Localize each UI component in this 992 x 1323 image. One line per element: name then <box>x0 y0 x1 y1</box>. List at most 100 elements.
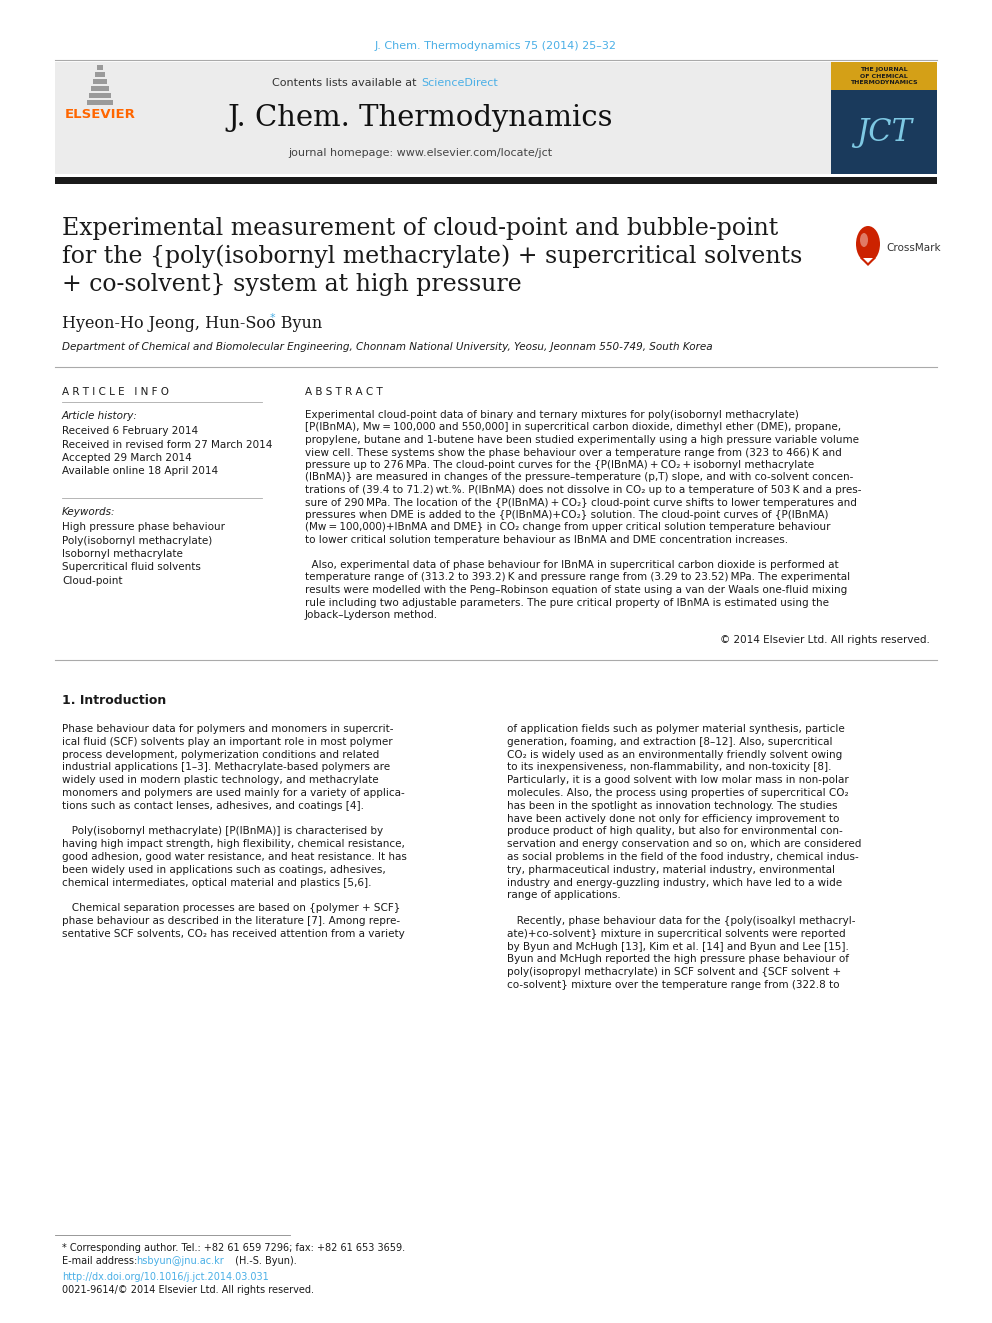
Text: Accepted 29 March 2014: Accepted 29 March 2014 <box>62 452 191 463</box>
Text: try, pharmaceutical industry, material industry, environmental: try, pharmaceutical industry, material i… <box>507 865 835 875</box>
Text: *: * <box>270 314 276 323</box>
Text: 0021-9614/© 2014 Elsevier Ltd. All rights reserved.: 0021-9614/© 2014 Elsevier Ltd. All right… <box>62 1285 314 1295</box>
Text: J. Chem. Thermodynamics 75 (2014) 25–32: J. Chem. Thermodynamics 75 (2014) 25–32 <box>375 41 617 52</box>
Polygon shape <box>863 258 873 263</box>
Text: industrial applications [1–3]. Methacrylate-based polymers are: industrial applications [1–3]. Methacryl… <box>62 762 390 773</box>
Text: Byun and McHugh reported the high pressure phase behaviour of: Byun and McHugh reported the high pressu… <box>507 954 849 964</box>
Text: having high impact strength, high flexibility, chemical resistance,: having high impact strength, high flexib… <box>62 839 405 849</box>
Text: J. Chem. Thermodynamics: J. Chem. Thermodynamics <box>227 105 613 132</box>
Text: Phase behaviour data for polymers and monomers in supercrit-: Phase behaviour data for polymers and mo… <box>62 724 394 734</box>
Bar <box>831 62 937 175</box>
Text: Chemical separation processes are based on {polymer + SCF}: Chemical separation processes are based … <box>62 904 401 913</box>
Text: generation, foaming, and extraction [8–12]. Also, supercritical: generation, foaming, and extraction [8–1… <box>507 737 832 746</box>
Ellipse shape <box>856 226 880 262</box>
Text: rule including two adjustable parameters. The pure critical property of IBnMA is: rule including two adjustable parameters… <box>305 598 829 607</box>
Text: Received in revised form 27 March 2014: Received in revised form 27 March 2014 <box>62 439 273 450</box>
Text: to lower critical solution temperature behaviour as IBnMA and DME concentration : to lower critical solution temperature b… <box>305 534 788 545</box>
Text: servation and energy conservation and so on, which are considered: servation and energy conservation and so… <box>507 839 861 849</box>
Text: of application fields such as polymer material synthesis, particle: of application fields such as polymer ma… <box>507 724 845 734</box>
Polygon shape <box>860 258 876 266</box>
Text: pressure up to 276 MPa. The cloud-point curves for the {P(IBnMA) + CO₂ + isoborn: pressure up to 276 MPa. The cloud-point … <box>305 460 814 470</box>
Text: widely used in modern plastic technology, and methacrylate: widely used in modern plastic technology… <box>62 775 379 785</box>
Text: Cloud-point: Cloud-point <box>62 576 122 586</box>
Text: Also, experimental data of phase behaviour for IBnMA in supercritical carbon dio: Also, experimental data of phase behavio… <box>305 560 838 570</box>
Text: (H.-S. Byun).: (H.-S. Byun). <box>232 1256 297 1266</box>
Text: been widely used in applications such as coatings, adhesives,: been widely used in applications such as… <box>62 865 386 875</box>
Text: poly(isopropyl methacrylate) in SCF solvent and {SCF solvent +: poly(isopropyl methacrylate) in SCF solv… <box>507 967 841 978</box>
Text: co-solvent} mixture over the temperature range from (322.8 to: co-solvent} mixture over the temperature… <box>507 980 839 990</box>
Text: Poly(isobornyl methacrylate) [P(IBnMA)] is characterised by: Poly(isobornyl methacrylate) [P(IBnMA)] … <box>62 827 383 836</box>
Text: sure of 290 MPa. The location of the {P(IBnMA) + CO₂} cloud-point curve shifts t: sure of 290 MPa. The location of the {P(… <box>305 497 857 508</box>
Text: by Byun and McHugh [13], Kim et al. [14] and Byun and Lee [15].: by Byun and McHugh [13], Kim et al. [14]… <box>507 942 849 951</box>
Text: have been actively done not only for efficiency improvement to: have been actively done not only for eff… <box>507 814 839 824</box>
Text: Recently, phase behaviour data for the {poly(isoalkyl methacryl-: Recently, phase behaviour data for the {… <box>507 916 855 926</box>
Text: temperature range of (313.2 to 393.2) K and pressure range from (3.29 to 23.52) : temperature range of (313.2 to 393.2) K … <box>305 573 850 582</box>
Text: process development, polymerization conditions and related: process development, polymerization cond… <box>62 750 379 759</box>
Text: Keywords:: Keywords: <box>62 507 115 517</box>
Text: Article history:: Article history: <box>62 411 138 421</box>
Text: ate)+co-solvent} mixture in supercritical solvents were reported: ate)+co-solvent} mixture in supercritica… <box>507 929 845 939</box>
Bar <box>55 177 937 184</box>
Text: results were modelled with the Peng–Robinson equation of state using a van der W: results were modelled with the Peng–Robi… <box>305 585 847 595</box>
Text: produce product of high quality, but also for environmental con-: produce product of high quality, but als… <box>507 827 843 836</box>
Text: Poly(isobornyl methacrylate): Poly(isobornyl methacrylate) <box>62 536 212 545</box>
Bar <box>97 65 103 70</box>
Text: propylene, butane and 1-butene have been studied experimentally using a high pre: propylene, butane and 1-butene have been… <box>305 435 859 445</box>
Text: High pressure phase behaviour: High pressure phase behaviour <box>62 523 225 532</box>
Text: http://dx.doi.org/10.1016/j.jct.2014.03.031: http://dx.doi.org/10.1016/j.jct.2014.03.… <box>62 1271 269 1282</box>
Text: range of applications.: range of applications. <box>507 890 621 901</box>
Text: Experimental cloud-point data of binary and ternary mixtures for poly(isobornyl : Experimental cloud-point data of binary … <box>305 410 799 419</box>
Text: journal homepage: www.elsevier.com/locate/jct: journal homepage: www.elsevier.com/locat… <box>288 148 553 157</box>
Bar <box>93 79 107 83</box>
Ellipse shape <box>860 233 868 247</box>
Text: Supercritical fluid solvents: Supercritical fluid solvents <box>62 562 200 573</box>
Text: monomers and polymers are used mainly for a variety of applica-: monomers and polymers are used mainly fo… <box>62 789 405 798</box>
Text: industry and energy-guzzling industry, which have led to a wide: industry and energy-guzzling industry, w… <box>507 877 842 888</box>
Text: trations of (39.4 to 71.2) wt.%. P(IBnMA) does not dissolve in CO₂ up to a tempe: trations of (39.4 to 71.2) wt.%. P(IBnMA… <box>305 486 861 495</box>
Text: sentative SCF solvents, CO₂ has received attention from a variety: sentative SCF solvents, CO₂ has received… <box>62 929 405 939</box>
Text: E-mail address:: E-mail address: <box>62 1256 141 1266</box>
Text: good adhesion, good water resistance, and heat resistance. It has: good adhesion, good water resistance, an… <box>62 852 407 863</box>
Text: pressures when DME is added to the {P(IBnMA)+CO₂} solution. The cloud-point curv: pressures when DME is added to the {P(IB… <box>305 509 828 520</box>
Text: (IBnMA)} are measured in changes of the pressure–temperature (p,T) slope, and wi: (IBnMA)} are measured in changes of the … <box>305 472 853 483</box>
Text: THE JOURNAL
OF CHEMICAL
THERMODYNAMICS: THE JOURNAL OF CHEMICAL THERMODYNAMICS <box>850 67 918 85</box>
Bar <box>87 101 113 105</box>
Text: © 2014 Elsevier Ltd. All rights reserved.: © 2014 Elsevier Ltd. All rights reserved… <box>720 635 930 646</box>
Text: Department of Chemical and Biomolecular Engineering, Chonnam National University: Department of Chemical and Biomolecular … <box>62 343 712 352</box>
Text: phase behaviour as described in the literature [7]. Among repre-: phase behaviour as described in the lite… <box>62 916 400 926</box>
Text: ELSEVIER: ELSEVIER <box>64 108 136 122</box>
Bar <box>55 62 831 175</box>
Text: tions such as contact lenses, adhesives, and coatings [4].: tions such as contact lenses, adhesives,… <box>62 800 364 811</box>
Text: (Mw = 100,000)+IBnMA and DME} in CO₂ change from upper critical solution tempera: (Mw = 100,000)+IBnMA and DME} in CO₂ cha… <box>305 523 830 532</box>
Text: Experimental measurement of cloud-point and bubble-point: Experimental measurement of cloud-point … <box>62 217 779 239</box>
Text: chemical intermediates, optical material and plastics [5,6].: chemical intermediates, optical material… <box>62 877 371 888</box>
Text: A B S T R A C T: A B S T R A C T <box>305 388 383 397</box>
Text: Available online 18 April 2014: Available online 18 April 2014 <box>62 467 218 476</box>
Text: JCT: JCT <box>856 118 912 148</box>
Text: ScienceDirect: ScienceDirect <box>421 78 498 89</box>
Bar <box>89 93 111 98</box>
Text: Contents lists available at: Contents lists available at <box>272 78 420 89</box>
Text: CrossMark: CrossMark <box>886 243 940 253</box>
Bar <box>95 71 105 77</box>
Text: Joback–Lyderson method.: Joback–Lyderson method. <box>305 610 438 620</box>
Text: molecules. Also, the process using properties of supercritical CO₂: molecules. Also, the process using prope… <box>507 789 848 798</box>
Text: CO₂ is widely used as an environmentally friendly solvent owing: CO₂ is widely used as an environmentally… <box>507 750 842 759</box>
Text: to its inexpensiveness, non-flammability, and non-toxicity [8].: to its inexpensiveness, non-flammability… <box>507 762 831 773</box>
Text: * Corresponding author. Tel.: +82 61 659 7296; fax: +82 61 653 3659.: * Corresponding author. Tel.: +82 61 659… <box>62 1244 405 1253</box>
Text: A R T I C L E   I N F O: A R T I C L E I N F O <box>62 388 169 397</box>
Text: ical fluid (SCF) solvents play an important role in most polymer: ical fluid (SCF) solvents play an import… <box>62 737 393 746</box>
Text: + co-solvent} system at high pressure: + co-solvent} system at high pressure <box>62 273 522 295</box>
Text: as social problems in the field of the food industry, chemical indus-: as social problems in the field of the f… <box>507 852 859 863</box>
Text: Particularly, it is a good solvent with low molar mass in non-polar: Particularly, it is a good solvent with … <box>507 775 849 785</box>
Text: 1. Introduction: 1. Introduction <box>62 693 167 706</box>
Text: Isobornyl methacrylate: Isobornyl methacrylate <box>62 549 183 560</box>
Text: [P(IBnMA), Mw = 100,000 and 550,000] in supercritical carbon dioxide, dimethyl e: [P(IBnMA), Mw = 100,000 and 550,000] in … <box>305 422 841 433</box>
Text: has been in the spotlight as innovation technology. The studies: has been in the spotlight as innovation … <box>507 800 837 811</box>
Text: view cell. These systems show the phase behaviour over a temperature range from : view cell. These systems show the phase … <box>305 447 842 458</box>
Text: Hyeon-Ho Jeong, Hun-Soo Byun: Hyeon-Ho Jeong, Hun-Soo Byun <box>62 315 322 332</box>
Text: hsbyun@jnu.ac.kr: hsbyun@jnu.ac.kr <box>136 1256 224 1266</box>
Bar <box>831 62 937 90</box>
Bar <box>91 86 109 91</box>
Text: for the {poly(isobornyl methacrylate) + supercritical solvents: for the {poly(isobornyl methacrylate) + … <box>62 245 803 267</box>
